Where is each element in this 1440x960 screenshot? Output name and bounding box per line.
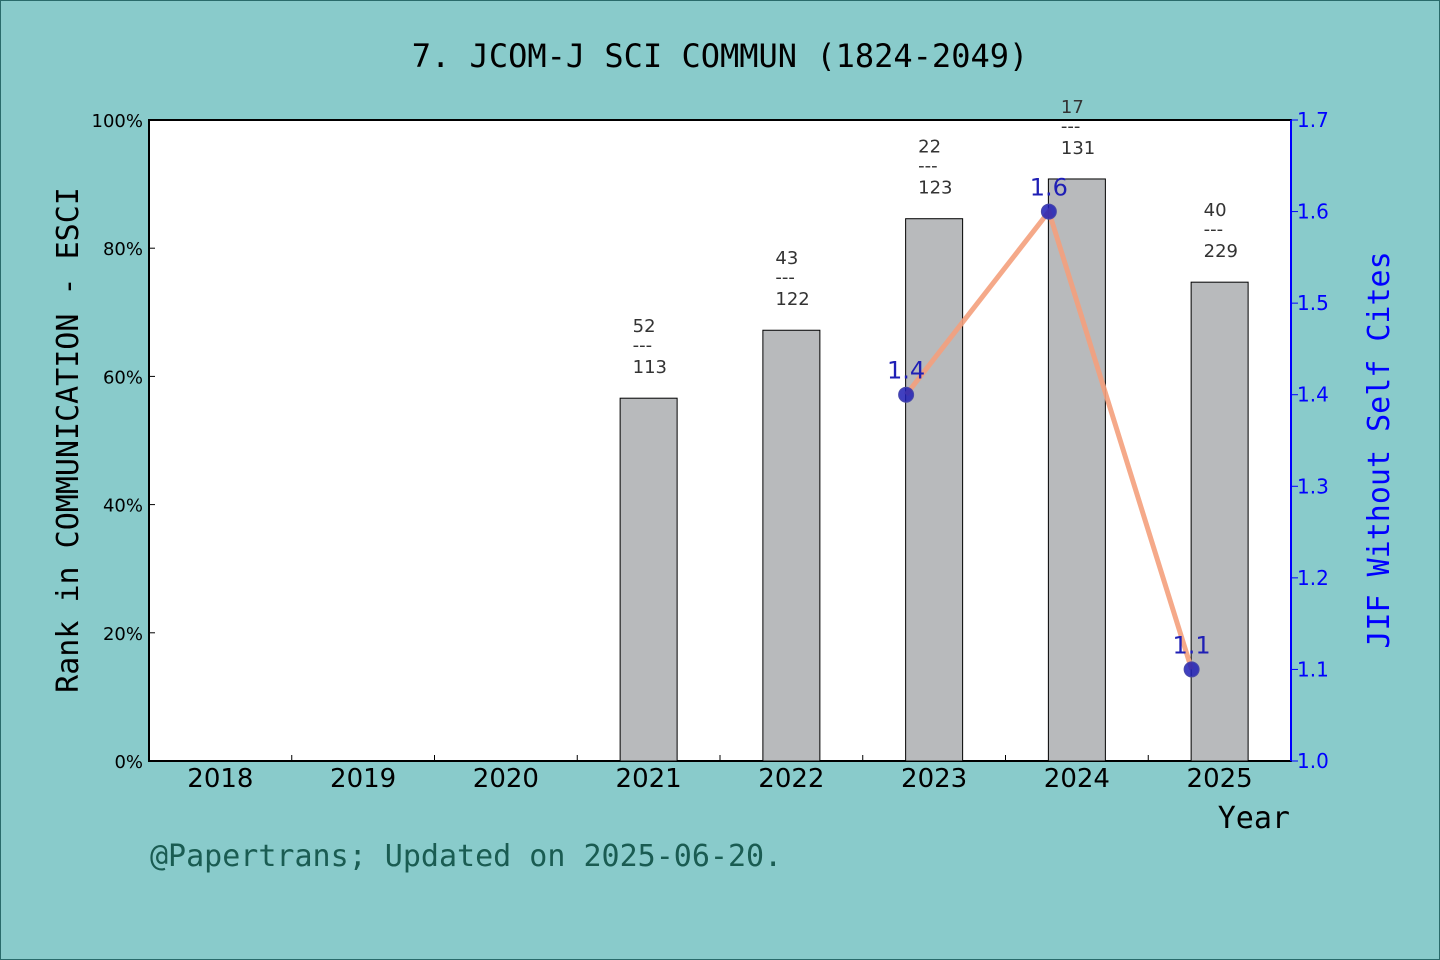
bar-total-label: 131 — [1061, 138, 1095, 159]
jif-point-label: 1.1 — [1173, 631, 1211, 659]
bar-2024 — [1047, 178, 1106, 762]
bar-rank-label: 22 — [918, 137, 941, 158]
y-right-tick-label: 1.2 — [1297, 566, 1329, 590]
x-tick-label: 2021 — [616, 764, 682, 794]
bar-separator-label: --- — [918, 156, 938, 177]
x-axis-label: Year — [1218, 801, 1290, 836]
bar-rank-label: 43 — [775, 248, 798, 269]
bars-layer — [619, 178, 1249, 762]
bar-2021 — [619, 397, 678, 762]
y-tick-label: 100% — [92, 111, 143, 132]
bar-2025 — [1190, 281, 1249, 762]
y-right-tick-label: 1.1 — [1297, 657, 1329, 681]
jif-point-2024 — [1040, 203, 1057, 220]
bar-total-label: 122 — [775, 289, 809, 310]
y-right-tick-label: 1.6 — [1297, 200, 1329, 224]
x-tick-label: 2023 — [901, 764, 967, 794]
bar-separator-label: --- — [1061, 116, 1081, 137]
bar-separator-label: --- — [633, 335, 653, 356]
line-layer: 1.4 1.6 1.1 — [887, 174, 1211, 678]
y-tick-label: 60% — [103, 367, 143, 388]
bar-rank-label: 17 — [1061, 97, 1084, 118]
bar-separator-label: --- — [1204, 219, 1224, 240]
y-tick-label: 40% — [103, 496, 143, 517]
jif-point-label: 1.4 — [887, 357, 925, 385]
x-tick-label: 2025 — [1187, 764, 1253, 794]
jif-point-label: 1.6 — [1030, 174, 1068, 202]
bar-rank-label: 40 — [1204, 200, 1227, 221]
y-right-tick-label: 1.0 — [1297, 749, 1329, 773]
y-right-tick-label: 1.4 — [1297, 383, 1329, 407]
bar-rank-label: 52 — [633, 316, 656, 337]
chart-title: 7. JCOM-J SCI COMMUN (1824-2049) — [412, 37, 1029, 75]
x-tick-label: 2024 — [1044, 764, 1110, 794]
jif-point-2025 — [1183, 661, 1200, 678]
bar-total-label: 113 — [633, 357, 667, 378]
bar-total-label: 229 — [1204, 241, 1238, 262]
y-tick-label: 80% — [103, 239, 143, 260]
footer-note: @Papertrans; Updated on 2025-06-20. — [150, 839, 782, 874]
y-tick-label: 0% — [114, 752, 143, 773]
y-tick-label: 20% — [103, 624, 143, 645]
bar-2022 — [762, 329, 821, 762]
axes-layer: 0%20%40%60%80%100%1.01.11.21.31.41.51.61… — [92, 108, 1329, 794]
x-tick-label: 2022 — [758, 764, 824, 794]
y-right-tick-label: 1.3 — [1297, 474, 1329, 498]
y-right-tick-label: 1.7 — [1297, 108, 1329, 132]
x-tick-label: 2018 — [187, 764, 253, 794]
bar-separator-label: --- — [775, 267, 795, 288]
bar-total-label: 123 — [918, 178, 952, 199]
x-tick-label: 2019 — [330, 764, 396, 794]
y-right-tick-label: 1.5 — [1297, 291, 1329, 315]
y-axis-right-label: JIF Without Self Cites — [1362, 251, 1397, 648]
y-axis-label: Rank in COMMUNICATION - ESCI — [51, 187, 86, 693]
x-tick-label: 2020 — [473, 764, 539, 794]
bar-2023 — [905, 218, 964, 762]
jif-point-2023 — [898, 386, 915, 403]
